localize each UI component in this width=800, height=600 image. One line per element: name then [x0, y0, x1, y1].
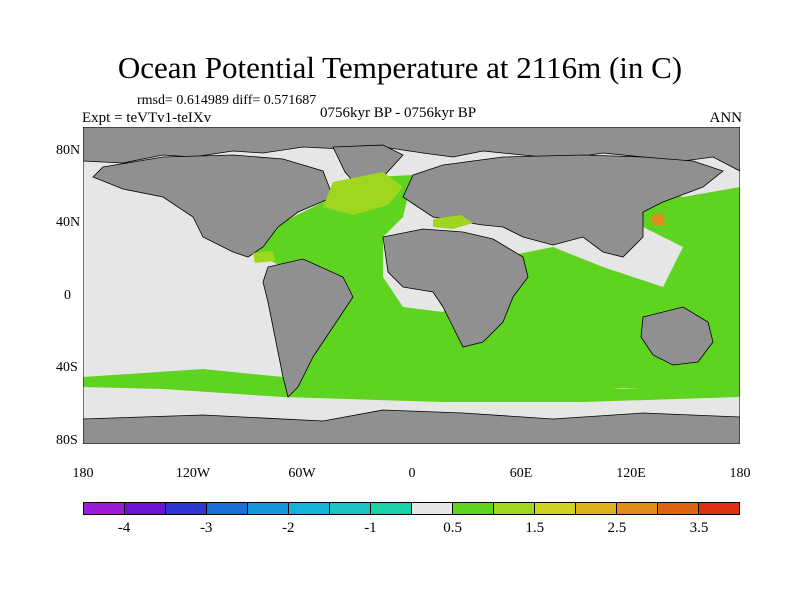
australia [640, 306, 714, 366]
colorbar-swatch [289, 503, 330, 514]
x-tick: 120E [616, 466, 646, 481]
colorbar-swatch [617, 503, 658, 514]
x-tick: 180 [72, 466, 94, 481]
y-tick: 80S [56, 433, 78, 448]
mediterranean-warm [433, 215, 473, 229]
y-tick: 40S [56, 360, 78, 375]
colorbar-swatch [84, 503, 125, 514]
arctic-land [83, 127, 740, 172]
pacific-ocean [83, 187, 293, 377]
colorbar-swatch [125, 503, 166, 514]
colorbar-swatch [248, 503, 289, 514]
season-label: ANN [709, 110, 743, 126]
colorbar-swatch [330, 503, 371, 514]
colorbar-label: 3.5 [689, 520, 709, 536]
colorbar-swatch [699, 503, 739, 514]
plot-title: Ocean Potential Temperature at 2116m (in… [117, 50, 683, 85]
colorbar-label: 2.5 [607, 520, 627, 536]
x-tick: 60W [288, 466, 316, 481]
y-tick: 80N [56, 143, 81, 158]
colorbar-label: 1.5 [525, 520, 545, 536]
north-america [92, 154, 334, 258]
sea-of-japan-hot [651, 213, 665, 225]
colorbar-swatch [453, 503, 494, 514]
experiment-label: Expt = teVTv1-teIXv [82, 110, 212, 126]
colorbar-label: -1 [364, 520, 377, 536]
colorbar-label: -3 [199, 520, 213, 536]
colorbar-swatch [207, 503, 248, 514]
colorbar-label: 0.5 [443, 520, 462, 536]
x-tick: 180 [729, 466, 751, 481]
north-atlantic-warm [323, 172, 403, 215]
southern-ocean [83, 369, 740, 402]
africa [382, 228, 529, 348]
colorbar [83, 502, 740, 515]
south-america [262, 258, 354, 398]
colorbar-swatch [494, 503, 535, 514]
colorbar-label: -2 [282, 520, 295, 536]
colorbar-swatch [658, 503, 699, 514]
x-tick: 0 [408, 466, 416, 481]
colorbar-swatch [535, 503, 576, 514]
antarctica [83, 409, 740, 444]
x-tick: 60E [509, 466, 533, 481]
caribbean-warm [253, 251, 275, 263]
colorbar-label: -4 [117, 520, 131, 536]
x-tick: 120W [175, 466, 211, 481]
world-map [83, 127, 740, 444]
colorbar-swatch [576, 503, 617, 514]
y-tick: 40N [56, 215, 81, 230]
colorbar-swatch [166, 503, 207, 514]
y-tick: 0 [64, 288, 71, 303]
colorbar-swatch [371, 503, 412, 514]
period-label: 0756kyr BP - 0756kyr BP [320, 105, 477, 121]
colorbar-swatch [412, 503, 453, 514]
stats-text: rmsd= 0.614989 diff= 0.571687 [137, 93, 317, 108]
